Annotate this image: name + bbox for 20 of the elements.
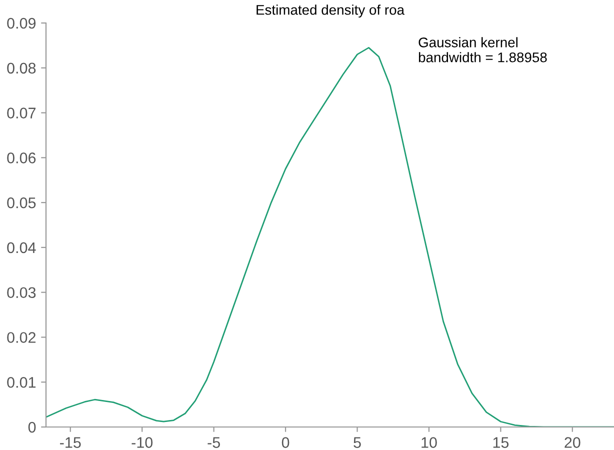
x-tick-label: 0	[282, 437, 290, 448]
x-tick-label: 10	[422, 437, 437, 448]
annotation: Gaussian kernel bandwidth = 1.88958	[418, 37, 547, 62]
y-tick-label: 0.07	[7, 108, 36, 118]
chart-title: Estimated density of roa	[256, 4, 404, 18]
y-tick-label: 0.03	[7, 287, 36, 298]
x-tick-label: -10	[132, 437, 153, 448]
y-tick-label: 0.05	[7, 197, 36, 208]
y-tick-label: 0.09	[7, 18, 36, 29]
y-tick-label: 0.06	[7, 152, 36, 164]
x-tick-label: 20	[564, 437, 580, 448]
y-tick-label: 0	[28, 422, 36, 433]
y-tick-label: 0.08	[7, 62, 36, 74]
x-tick-label: 5	[354, 437, 361, 448]
x-tick-label: 15	[493, 437, 509, 448]
y-tick-label: 0.04	[7, 242, 36, 254]
x-tick-label: -15	[60, 437, 81, 448]
y-tick-label: 0.01	[7, 376, 36, 388]
y-tick-label: 0.02	[7, 332, 36, 343]
x-tick-label: -5	[208, 437, 220, 448]
